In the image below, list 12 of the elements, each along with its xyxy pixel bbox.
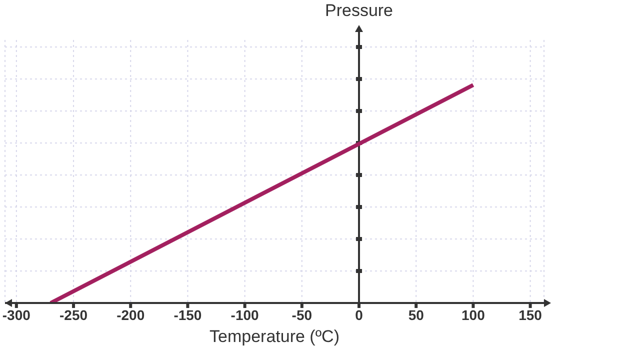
x-tick-label: -300 — [2, 306, 31, 323]
y-axis-title: Pressure — [324, 1, 394, 20]
x-tick-label: -200 — [116, 306, 145, 323]
x-tick-label: -250 — [60, 306, 88, 323]
x-axis-title: Temperature (ºC) — [210, 327, 340, 346]
x-tick-label: 50 — [408, 306, 424, 323]
x-tick-label: -100 — [230, 306, 260, 323]
x-tick-label: 100 — [462, 306, 486, 323]
x-tick-label: 0 — [355, 306, 364, 323]
x-tick-label: -150 — [174, 306, 202, 323]
x-tick-label: -50 — [292, 306, 312, 323]
x-tick-label: 150 — [518, 306, 542, 323]
